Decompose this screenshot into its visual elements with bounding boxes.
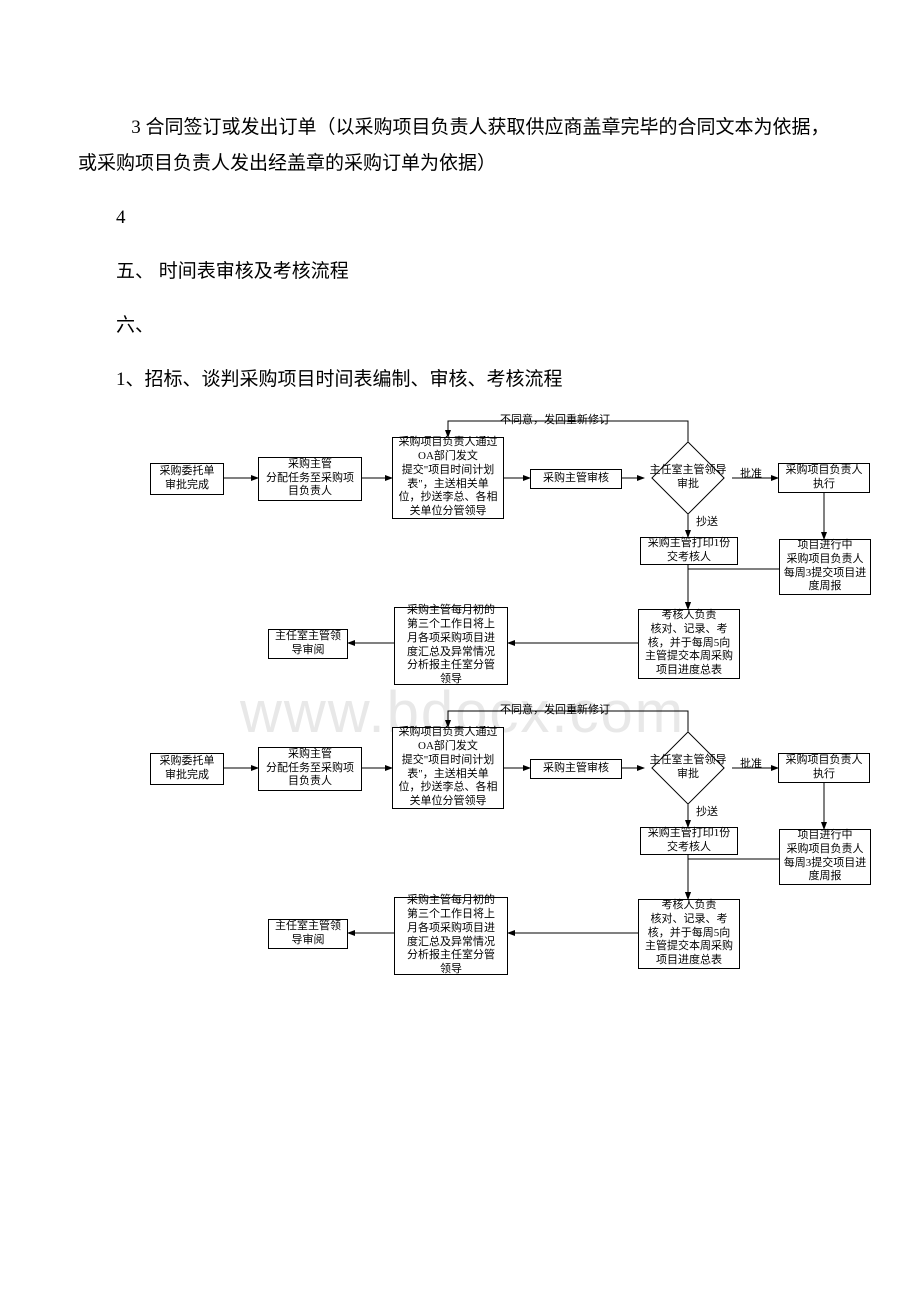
node-supervisor-review: 采购主管审核 <box>530 759 622 779</box>
node-supervisor-review: 采购主管审核 <box>530 469 622 489</box>
decision-text: 主任室主管领导审批 <box>648 731 728 805</box>
paragraph-5: 五、 时间表审核及考核流程 <box>0 254 920 290</box>
label-reject: 不同意，发回重新修订 <box>500 701 610 717</box>
node-start: 采购委托单审批完成 <box>150 753 224 785</box>
decision-approve: 主任室主管领导审批 <box>648 731 728 805</box>
flowchart-instance-2: 采购委托单审批完成 采购主管分配任务至采购项目负责人 采购项目负责人通过OA部门… <box>0 703 920 1003</box>
label-cc: 抄送 <box>696 803 718 819</box>
node-print: 采购主管打印1份交考核人 <box>640 537 738 565</box>
para-text: 1、招标、谈判采购项目时间表编制、审核、考核流程 <box>116 369 563 390</box>
node-weekly-report: 项目进行中采购项目负责人每周3提交项目进度周报 <box>779 539 871 595</box>
para-text: 3 合同签订或发出订单（以采购项目负责人获取供应商盖章完毕的合同文本为依据，或采… <box>78 117 829 174</box>
node-assign: 采购主管分配任务至采购项目负责人 <box>258 747 362 791</box>
decision-approve: 主任室主管领导审批 <box>648 441 728 515</box>
node-monthly-summary: 采购主管每月初的第三个工作日将上月各项采购项目进度汇总及异常情况分析报主任室分管… <box>394 897 508 975</box>
paragraph-3: 3 合同签订或发出订单（以采购项目负责人获取供应商盖章完毕的合同文本为依据，或采… <box>0 110 920 182</box>
label-approve: 批准 <box>740 755 762 771</box>
decision-text: 主任室主管领导审批 <box>648 441 728 515</box>
node-monthly-summary: 采购主管每月初的第三个工作日将上月各项采购项目进度汇总及异常情况分析报主任室分管… <box>394 607 508 685</box>
node-start: 采购委托单审批完成 <box>150 463 224 495</box>
flowchart-container: www.bdocx.com <box>0 413 920 1023</box>
node-assessor: 考核人负责核对、记录、考核，并于每周5向主管提交本周采购项目进度总表 <box>638 899 740 969</box>
label-approve: 批准 <box>740 465 762 481</box>
paragraph-4: 4 <box>0 200 920 236</box>
para-text: 五、 时间表审核及考核流程 <box>116 261 349 282</box>
flowchart-instance-1: 采购委托单审批完成 采购主管分配任务至采购项目负责人 采购项目负责人通过OA部门… <box>0 413 920 713</box>
node-submit-plan: 采购项目负责人通过OA部门发文提交"项目时间计划表"，主送相关单位，抄送李总、各… <box>392 437 504 519</box>
para-text: 六、 <box>116 315 154 336</box>
node-assessor: 考核人负责核对、记录、考核，并于每周5向主管提交本周采购项目进度总表 <box>638 609 740 679</box>
paragraph-1: 1、招标、谈判采购项目时间表编制、审核、考核流程 <box>0 362 920 398</box>
node-assign: 采购主管分配任务至采购项目负责人 <box>258 457 362 501</box>
node-submit-plan: 采购项目负责人通过OA部门发文提交"项目时间计划表"，主送相关单位，抄送李总、各… <box>392 727 504 809</box>
node-execute: 采购项目负责人执行 <box>778 463 870 493</box>
node-director-review: 主任室主管领导审阅 <box>268 629 348 659</box>
label-reject: 不同意，发回重新修订 <box>500 411 610 427</box>
node-weekly-report: 项目进行中采购项目负责人每周3提交项目进度周报 <box>779 829 871 885</box>
paragraph-6: 六、 <box>0 308 920 344</box>
page: 3 合同签订或发出订单（以采购项目负责人获取供应商盖章完毕的合同文本为依据，或采… <box>0 0 920 1023</box>
node-director-review: 主任室主管领导审阅 <box>268 919 348 949</box>
node-execute: 采购项目负责人执行 <box>778 753 870 783</box>
node-print: 采购主管打印1份交考核人 <box>640 827 738 855</box>
para-text: 4 <box>116 207 126 228</box>
label-cc: 抄送 <box>696 513 718 529</box>
